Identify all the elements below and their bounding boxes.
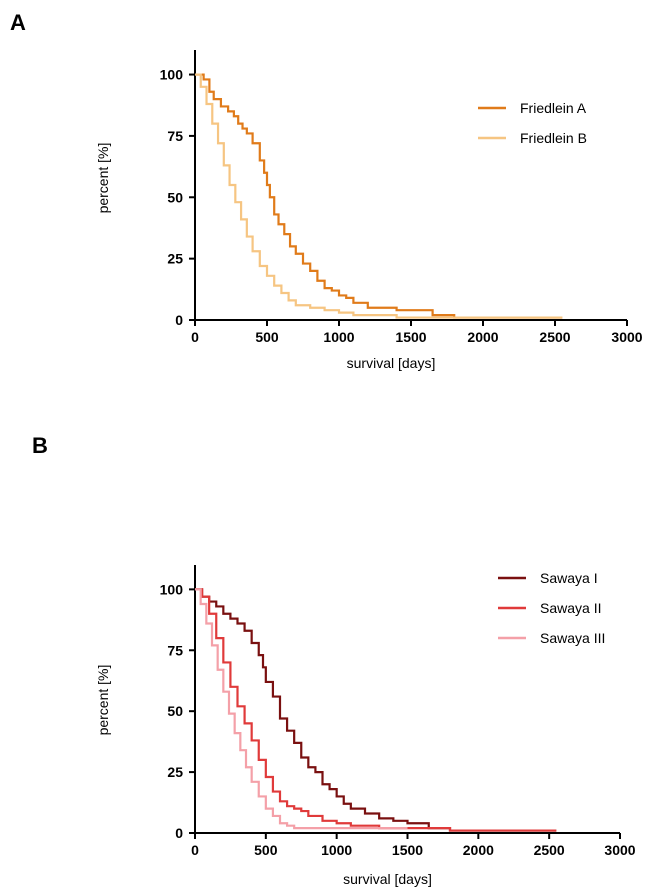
y-axis-title: percent [%]	[95, 143, 111, 214]
legend-label: Sawaya III	[540, 630, 605, 646]
chart-panel-a: A 0 500 1000 1500 2000 2500 3000 0 25 50 75 100 survi…	[10, 10, 643, 371]
y-tick-label: 75	[167, 128, 183, 144]
panel-label: B	[32, 433, 48, 458]
legend-label: Sawaya II	[540, 600, 601, 616]
y-tick-label: 75	[167, 642, 183, 658]
panel-label: A	[10, 10, 26, 35]
legend-label: Friedlein B	[520, 130, 587, 146]
x-tick-label: 500	[254, 842, 278, 858]
x-tick-label: 3000	[604, 842, 635, 858]
y-tick-label: 25	[167, 251, 183, 267]
x-tick-label: 1500	[392, 842, 423, 858]
x-tick-label: 2000	[463, 842, 494, 858]
x-tick-label: 2000	[467, 329, 498, 345]
x-axis-title: survival [days]	[347, 355, 436, 371]
x-tick-label: 1000	[321, 842, 352, 858]
y-tick-label: 100	[160, 67, 184, 83]
y-tick-label: 25	[167, 764, 183, 780]
x-tick-label: 500	[255, 329, 279, 345]
chart-panel-b: B 0 500 1000 1500 2000 2500 3000 0 25 50 75 100 survi…	[32, 433, 636, 887]
x-tick-label: 1000	[323, 329, 354, 345]
y-tick-label: 0	[175, 825, 183, 841]
legend-label: Friedlein A	[520, 100, 587, 116]
y-tick-label: 100	[160, 581, 184, 597]
series-line-sawaya-ii	[195, 588, 557, 832]
x-axis-title: survival [days]	[343, 871, 432, 887]
y-axis-title: percent [%]	[95, 665, 111, 736]
x-tick-label: 2500	[539, 329, 570, 345]
x-tick-label: 3000	[611, 329, 642, 345]
x-tick-label: 0	[191, 842, 199, 858]
series-line-friedlein-b	[195, 73, 563, 319]
legend-label: Sawaya I	[540, 570, 598, 586]
series-line-friedlein-a	[195, 73, 563, 319]
series-line-sawaya-iii	[195, 588, 408, 830]
y-tick-label: 50	[167, 189, 183, 205]
x-tick-label: 2500	[534, 842, 565, 858]
y-tick-label: 50	[167, 703, 183, 719]
x-tick-label: 1500	[395, 329, 426, 345]
x-tick-label: 0	[191, 329, 199, 345]
series-line-sawaya-i	[195, 588, 557, 832]
y-tick-label: 0	[175, 312, 183, 328]
